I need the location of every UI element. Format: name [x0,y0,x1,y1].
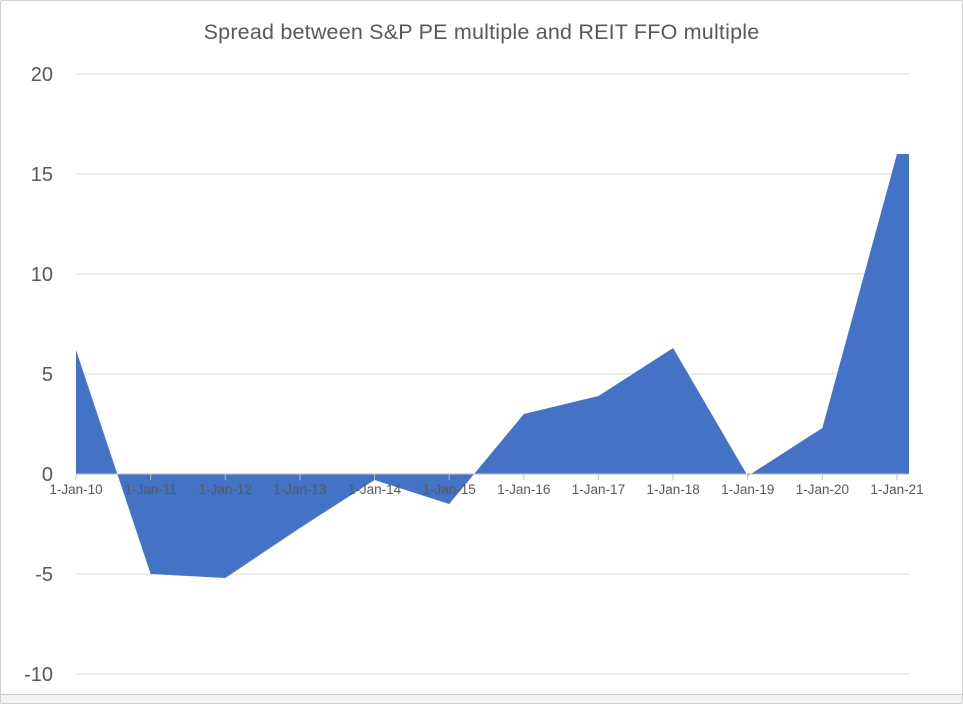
y-axis-label: 20 [31,64,53,86]
x-axis-label: 1-Jan-11 [124,482,176,497]
area-series [76,154,909,578]
y-axis-label: 0 [42,464,53,486]
x-axis-label: 1-Jan-16 [497,482,550,497]
x-axis-label: 1-Jan-12 [199,482,252,497]
x-axis-label: 1-Jan-13 [273,482,326,497]
x-axis-label: 1-Jan-20 [796,482,849,497]
y-axis-label: 10 [31,264,53,286]
x-axis-label: 1-Jan-15 [423,482,476,497]
y-axis-label: 5 [42,364,53,386]
x-axis-label: 1-Jan-14 [348,482,402,497]
x-axis-label: 1-Jan-18 [646,482,699,497]
x-axis-label: 1-Jan-19 [721,482,774,497]
window-bottom-strip [1,694,962,703]
y-axis-label: -10 [24,664,53,686]
x-axis-label: 1-Jan-10 [49,482,102,497]
chart-title: Spread between S&P PE multiple and REIT … [203,20,760,44]
x-axis-label: 1-Jan-17 [572,482,625,497]
y-axis-label: -5 [35,564,53,586]
x-axis-label: 1-Jan-21 [870,482,923,497]
y-axis-label: 15 [31,164,53,186]
